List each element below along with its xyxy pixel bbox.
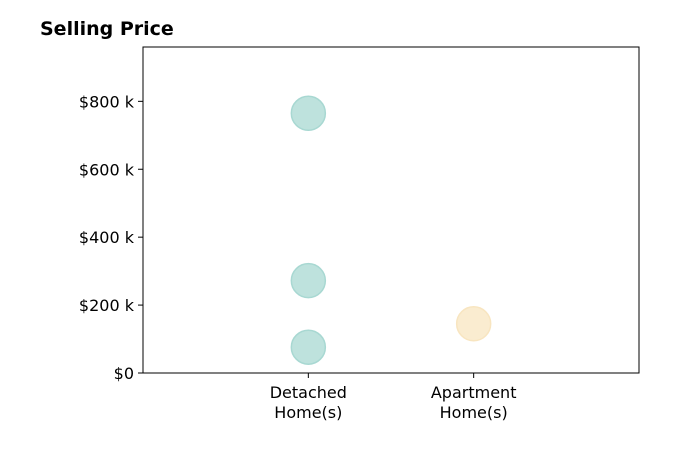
data-point (455, 306, 492, 342)
data-points (290, 95, 492, 365)
y-tick-label: $200 k (79, 296, 135, 315)
data-point (290, 95, 327, 131)
x-tick-label: Detached (270, 383, 347, 402)
y-tick-label: $400 k (79, 228, 135, 247)
y-tick-label: $0 (114, 364, 134, 383)
y-tick-label: $800 k (79, 92, 135, 111)
y-axis: $0 $200 k $400 k $600 k $800 k (79, 92, 143, 383)
chart-title: Selling Price (40, 18, 174, 40)
x-tick-label: Home(s) (440, 403, 508, 422)
data-point (290, 329, 327, 365)
y-tick-label: $600 k (79, 160, 135, 179)
x-tick-label: Home(s) (274, 403, 342, 422)
x-tick-label: Apartment (431, 383, 517, 402)
plot-area-frame (142, 46, 640, 374)
data-point (290, 262, 327, 299)
